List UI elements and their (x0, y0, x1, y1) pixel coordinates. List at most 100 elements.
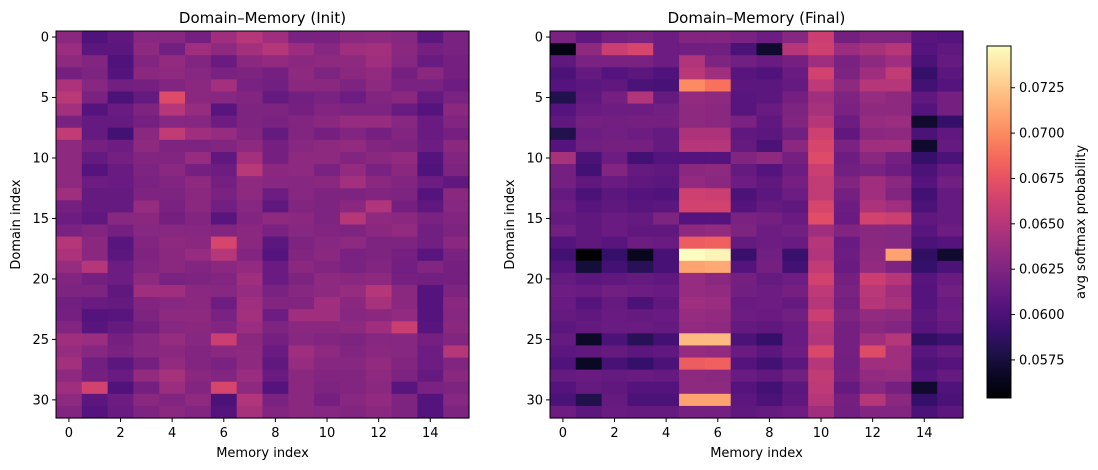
heatmap-init-cell (417, 151, 444, 165)
heatmap-final-cell (627, 115, 654, 129)
heatmap-final-cell (937, 272, 964, 286)
heatmap-init-cell (365, 188, 393, 201)
heatmap-final-cell (704, 369, 732, 383)
heatmap-final-cell (653, 67, 680, 80)
heatmap-final-cell (730, 369, 758, 383)
heatmap-init-cell (391, 176, 418, 189)
heatmap-init-cell (159, 357, 186, 371)
heatmap-final-cell (653, 55, 680, 68)
heatmap-final-cell (704, 212, 732, 226)
heatmap-init-cell (443, 176, 470, 189)
heatmap-final-cell (833, 164, 861, 177)
heatmap-init-cell (365, 284, 393, 298)
heatmap-init-cell (159, 115, 186, 129)
heatmap-init-y-tick-label: 20 (32, 272, 49, 287)
heatmap-final-cell (937, 43, 964, 56)
heatmap-init-cell (443, 345, 470, 359)
heatmap-init-cell (417, 248, 444, 262)
heatmap-init-cell (133, 151, 160, 165)
heatmap-init-cell (236, 115, 264, 129)
heatmap-init-cell (210, 381, 238, 395)
heatmap-init-cell (443, 369, 470, 383)
heatmap-final-cell (911, 345, 938, 359)
heatmap-init-cell (81, 176, 109, 189)
heatmap-final-x-tick-label: 8 (765, 426, 773, 441)
heatmap-final-cell (730, 79, 758, 93)
heatmap-final-frame (549, 30, 964, 419)
heatmap-final-cell (782, 103, 809, 117)
heatmap-init-cell (185, 188, 212, 201)
heatmap-final-cell (808, 272, 835, 286)
heatmap-final-cell (679, 67, 706, 80)
heatmap-final-cell (704, 224, 732, 238)
heatmap-final-cell (575, 31, 603, 44)
heatmap-final-cell (730, 381, 758, 395)
heatmap-final-cell (756, 333, 783, 347)
heatmap-init-cell (56, 67, 83, 80)
heatmap-init-cell (365, 333, 393, 347)
heatmap-init-cell (107, 381, 135, 395)
heatmap-init-cell (339, 91, 367, 105)
heatmap-final-cell (782, 212, 809, 226)
heatmap-init-cell (107, 224, 135, 238)
heatmap-init-cell (262, 309, 289, 322)
heatmap-final-cell (601, 164, 629, 177)
heatmap-init-cell (56, 333, 83, 347)
heatmap-init-cell (262, 381, 289, 395)
heatmap-final-cell (679, 43, 706, 56)
heatmap-final-cell (911, 43, 938, 56)
heatmap-final-cell (704, 115, 732, 129)
heatmap-init-cell (159, 55, 186, 68)
heatmap-init-cell (236, 272, 264, 286)
heatmap-init-cell (288, 345, 315, 359)
heatmap-init-cell (81, 333, 109, 347)
heatmap-final-cell (756, 369, 783, 383)
heatmap-final-cell (911, 91, 938, 105)
heatmap-init-cell (133, 91, 160, 105)
heatmap-final-cell (704, 236, 732, 250)
heatmap-final-cell (601, 345, 629, 359)
heatmap-final-cell (859, 200, 887, 213)
heatmap-init-cell (133, 212, 160, 226)
heatmap-init-cell (56, 188, 83, 201)
heatmap-final-cell (679, 188, 706, 201)
heatmap-final-cell (756, 381, 783, 395)
heatmap-init-cell (236, 369, 264, 383)
heatmap-final-cell (859, 357, 887, 371)
heatmap-final-cell (627, 55, 654, 68)
heatmap-init-cell (185, 103, 212, 117)
heatmap-final-cell (679, 139, 706, 153)
heatmap-init-cell (56, 309, 83, 322)
heatmap-final-cell (601, 139, 629, 153)
heatmap-init-cell (314, 333, 341, 347)
heatmap-final-cell (730, 115, 758, 129)
heatmap-init-cell (365, 405, 393, 419)
heatmap-init-cell (107, 127, 135, 141)
heatmap-final-cell (679, 79, 706, 93)
heatmap-final-cell (653, 188, 680, 201)
heatmap-final-cell (833, 103, 861, 117)
heatmap-final-cell (704, 309, 732, 322)
heatmap-init-x-tick-label: 2 (116, 426, 124, 441)
heatmap-final-y-tick-label: 30 (526, 393, 543, 408)
heatmap-final-cell (937, 284, 964, 298)
heatmap-init-cell (339, 333, 367, 347)
heatmap-final-cell (601, 321, 629, 334)
heatmap-init-cell (236, 333, 264, 347)
heatmap-final-cell (601, 115, 629, 129)
colorbar: 0.0575 0.0600 0.0625 0.0650 0.0675 0.0700 0.07… (986, 45, 1089, 399)
heatmap-final-cell (550, 393, 577, 407)
heatmap-final-cell (808, 357, 835, 371)
heatmap-final-cell (627, 272, 654, 286)
heatmap-final-cell (808, 224, 835, 238)
heatmap-init-cell (236, 321, 264, 334)
heatmap-final-cell (550, 321, 577, 334)
heatmap-init-cell (159, 248, 186, 262)
heatmap-final-cell (653, 200, 680, 213)
heatmap-final-cell (653, 115, 680, 129)
heatmap-init-cell (210, 139, 238, 153)
heatmap-final-cell (550, 103, 577, 117)
heatmap-final-cell (782, 164, 809, 177)
heatmap-final-cell (601, 248, 629, 262)
heatmap-init-cell (314, 260, 341, 274)
